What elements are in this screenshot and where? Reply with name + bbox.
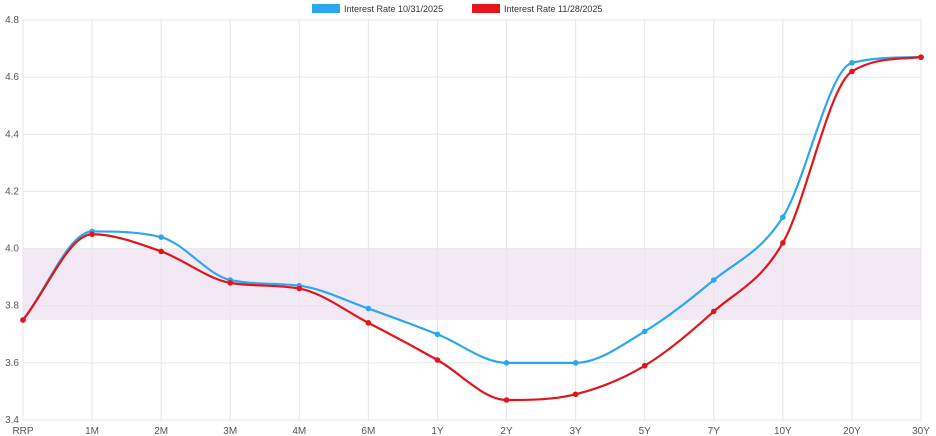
x-tick-label: 3Y [569,426,582,436]
series-2-point[interactable] [158,248,164,255]
x-tick-label: 7Y [708,426,721,436]
legend-swatch-1[interactable] [312,4,340,13]
y-tick-label: 3.8 [5,301,19,312]
legend-label-2[interactable]: Interest Rate 11/28/2025 [504,4,602,14]
x-tick-label: RRP [12,426,33,436]
series-2-point[interactable] [227,280,234,286]
series-2-point[interactable] [918,54,924,60]
series-1-point[interactable] [503,360,510,366]
series-2-point[interactable] [780,240,786,246]
x-tick-label: 1Y [431,426,444,436]
series-2-point[interactable] [849,68,855,75]
series-1-point[interactable] [641,328,648,335]
x-tick-label: 2Y [500,426,513,436]
series-2-point[interactable] [89,231,95,238]
series-2-point[interactable] [710,308,717,315]
x-tick-label: 6M [361,426,375,436]
series-1-point[interactable] [158,234,164,240]
series-1-point[interactable] [780,214,786,220]
x-tick-label: 5Y [639,426,652,436]
x-tick-label: 2M [154,426,168,436]
legend-label-1[interactable]: Interest Rate 10/31/2025 [344,4,443,14]
series-1-point[interactable] [434,331,441,338]
y-tick-label: 4.2 [5,186,19,197]
x-tick-label: 20Y [843,426,861,436]
series-2-point[interactable] [365,320,372,326]
y-tick-label: 4.8 [5,15,19,26]
series-line-2 [22,56,922,402]
series-2-point[interactable] [572,391,579,398]
x-tick-label: 30Y [912,426,930,436]
x-tick-label: 1M [85,426,99,436]
x-tick-label: 10Y [774,426,792,436]
series-1-point[interactable] [710,277,717,283]
x-tick-label: 4M [292,426,306,436]
x-tick-label: 3M [223,426,237,436]
series-1-point[interactable] [849,60,855,66]
series-2-point[interactable] [641,362,648,369]
series-2-point[interactable] [434,357,441,363]
series-1-point[interactable] [365,305,372,312]
y-tick-label: 3.4 [5,415,19,426]
series-2-point[interactable] [296,285,303,292]
shaded-band [23,248,921,320]
legend-swatch-2[interactable] [472,4,500,13]
y-tick-label: 4.4 [5,129,19,140]
y-tick-label: 3.6 [5,358,19,369]
y-tick-label: 4.6 [5,72,19,83]
series-1-point[interactable] [572,360,579,366]
series-2-point[interactable] [20,317,26,323]
y-tick-label: 4.0 [5,244,19,255]
series-2-point[interactable] [503,397,510,403]
